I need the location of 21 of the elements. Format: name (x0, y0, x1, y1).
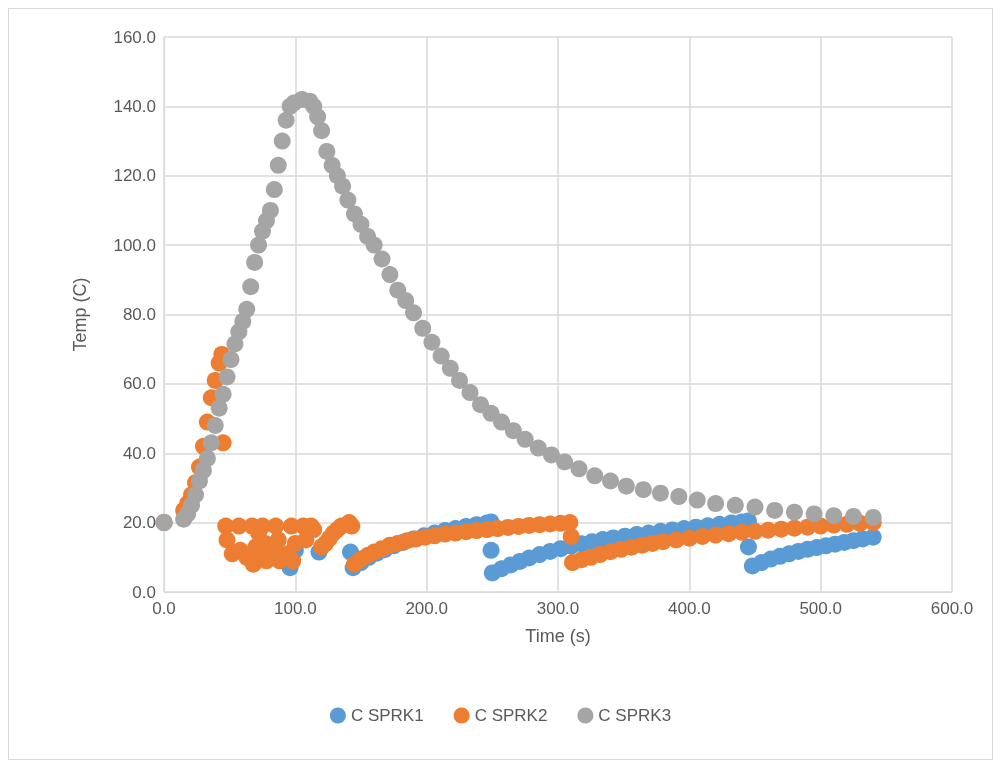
x-tick-label: 600.0 (930, 599, 974, 618)
x-tick-label: 0.0 (152, 599, 176, 618)
y-tick-label: 40.0 (122, 443, 156, 463)
x-tick-label: 400.0 (668, 599, 711, 618)
y-axis-title: Temp (C) (70, 277, 90, 352)
legend-label: C SPRK2 (474, 706, 548, 725)
y-tick-label: 100.0 (113, 235, 156, 255)
y-tick-label: 120.0 (113, 166, 156, 186)
y-tick-label: 60.0 (122, 374, 156, 394)
x-tick-label: 500.0 (799, 599, 842, 618)
x-tick-label: 100.0 (274, 599, 317, 618)
x-axis-title: Time (s) (525, 626, 591, 646)
legend-label: C SPRK1 (350, 706, 424, 725)
y-tick-label: 0.0 (132, 582, 156, 602)
y-tick-label: 80.0 (122, 305, 156, 324)
y-tick-label: 20.0 (122, 513, 156, 533)
legend-label: C SPRK3 (598, 706, 672, 725)
x-tick-label: 300.0 (536, 599, 580, 618)
y-tick-label: 140.0 (113, 96, 156, 116)
y-tick-label: 160.0 (113, 27, 156, 47)
x-tick-label: 200.0 (405, 599, 448, 618)
